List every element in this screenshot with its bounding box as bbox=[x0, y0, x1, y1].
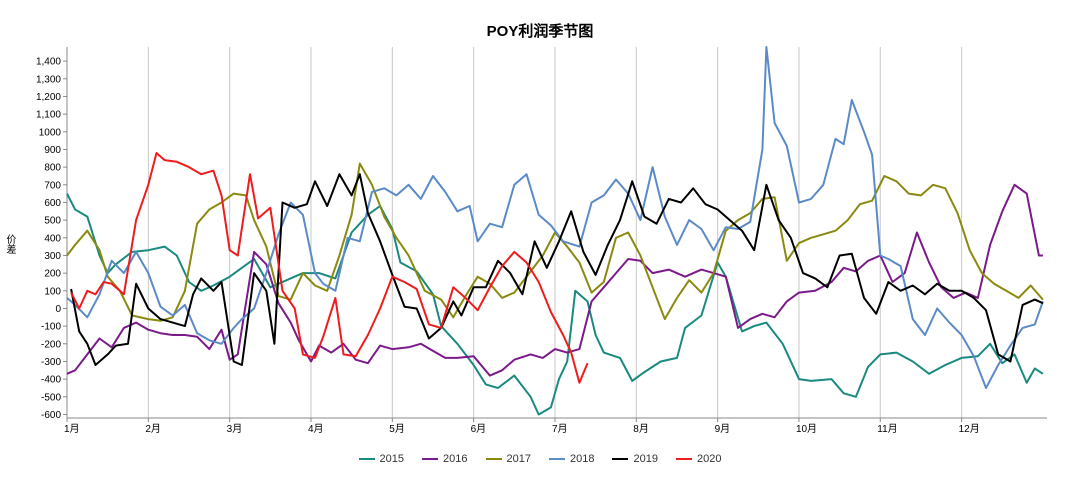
y-tick-label: -200 bbox=[41, 339, 61, 350]
legend-item-2016[interactable]: 2016 bbox=[422, 453, 468, 465]
x-tick-label: 8月 bbox=[633, 423, 649, 435]
y-tick-label: 200 bbox=[44, 269, 61, 280]
y-tick-label: 600 bbox=[44, 198, 61, 209]
y-tick-label: -500 bbox=[41, 392, 61, 403]
y-tick-label: 900 bbox=[44, 145, 61, 156]
x-tick-label: 12月 bbox=[959, 423, 980, 435]
y-tick-label: -300 bbox=[41, 357, 61, 368]
x-tick-label: 5月 bbox=[389, 423, 405, 435]
x-tick-label: 7月 bbox=[552, 423, 568, 435]
y-tick-label: 1,100 bbox=[36, 110, 61, 121]
x-tick-label: 9月 bbox=[715, 423, 731, 435]
y-tick-label: 100 bbox=[44, 286, 61, 297]
legend-label: 2016 bbox=[443, 453, 468, 465]
legend-label: 2019 bbox=[633, 453, 658, 465]
legend-label: 2020 bbox=[696, 453, 722, 465]
series-line-2016 bbox=[66, 183, 1043, 377]
legend-swatch bbox=[675, 458, 692, 460]
y-tick-label: 1,300 bbox=[36, 74, 61, 85]
series-line-2017 bbox=[66, 162, 1044, 322]
y-tick-label: -100 bbox=[41, 322, 61, 333]
y-tick-label: 1,200 bbox=[36, 92, 61, 103]
y-tick-label: 1000 bbox=[39, 127, 62, 138]
y-tick-label: 300 bbox=[44, 251, 61, 262]
y-tick-label: 400 bbox=[44, 233, 61, 244]
chart-plot: -600 -500 -400 -300 -200 -100 0 100 200 300 400 500… bbox=[36, 46, 1047, 435]
y-tick-label: 1,400 bbox=[36, 57, 61, 68]
y-tick-label: 0 bbox=[55, 304, 61, 315]
series-line-2019 bbox=[70, 173, 1044, 366]
series-line-2018 bbox=[66, 46, 1044, 389]
y-tick-label: -600 bbox=[41, 410, 61, 421]
legend-swatch bbox=[612, 458, 629, 460]
legend-label: 2018 bbox=[570, 453, 595, 465]
legend-item-2018[interactable]: 2018 bbox=[549, 453, 594, 465]
chart-title: POY利润季节图 bbox=[486, 23, 594, 40]
y-tick-label: 700 bbox=[44, 180, 61, 191]
x-tick-label: 3月 bbox=[227, 423, 243, 435]
y-axis-label: 价差 bbox=[4, 234, 15, 254]
legend-swatch bbox=[422, 458, 439, 460]
chart-legend: 2015 2016 2017 2018 2019 2020 bbox=[0, 453, 1080, 465]
legend-item-2019[interactable]: 2019 bbox=[612, 453, 658, 465]
legend-item-2020[interactable]: 2020 bbox=[675, 453, 722, 465]
x-tick-label: 4月 bbox=[308, 423, 324, 435]
legend-swatch bbox=[485, 458, 502, 460]
series-line-2015 bbox=[66, 193, 1044, 416]
x-tick-label: 6月 bbox=[471, 423, 487, 435]
legend-label: 2015 bbox=[379, 453, 405, 465]
y-tick-label: 800 bbox=[44, 163, 61, 174]
legend-item-2017[interactable]: 2017 bbox=[485, 453, 531, 465]
x-tick-label: 2月 bbox=[145, 423, 161, 435]
y-tick-label: 500 bbox=[44, 216, 61, 227]
x-tick-label: 10月 bbox=[796, 423, 817, 435]
legend-swatch bbox=[549, 458, 565, 460]
series-line-2020 bbox=[70, 152, 589, 384]
y-tick-label: -400 bbox=[41, 375, 61, 386]
x-tick-label: 1月 bbox=[64, 423, 80, 435]
legend-swatch bbox=[358, 458, 375, 460]
legend-label: 2017 bbox=[506, 453, 531, 465]
x-tick-label: 11月 bbox=[877, 423, 897, 435]
legend-item-2015[interactable]: 2015 bbox=[358, 453, 405, 465]
